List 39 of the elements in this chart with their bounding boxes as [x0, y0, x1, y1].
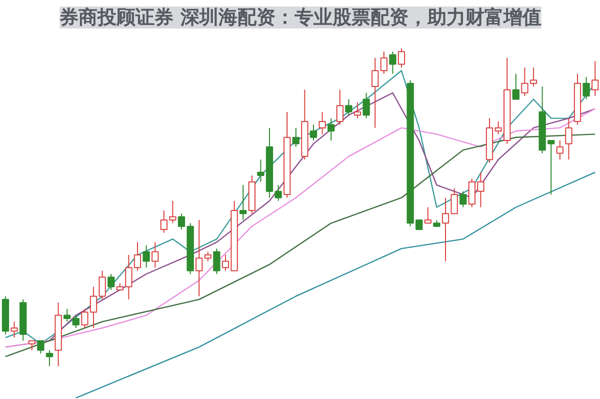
candlestick — [46, 350, 54, 367]
candlestick — [28, 340, 36, 351]
candlestick — [460, 190, 467, 208]
candlestick — [152, 242, 159, 268]
candlestick — [37, 340, 44, 354]
candlestick — [310, 124, 318, 142]
candlestick — [354, 102, 362, 119]
candlestick — [142, 244, 150, 268]
candlestick — [240, 184, 247, 220]
candlestick — [10, 321, 18, 338]
candlestick — [530, 66, 538, 88]
candlestick — [424, 206, 432, 224]
candlestick — [512, 73, 520, 100]
candlestick — [362, 92, 370, 119]
candlestick — [196, 219, 203, 297]
candlestick — [292, 127, 300, 148]
candlestick — [592, 60, 599, 97]
candlestick — [108, 273, 115, 290]
candlestick — [450, 188, 458, 214]
candlestick — [398, 48, 406, 68]
candlestick — [178, 213, 186, 230]
candlestick — [336, 89, 344, 126]
candlestick — [389, 51, 396, 74]
candlestick — [556, 140, 564, 160]
candlestick — [318, 111, 326, 135]
chart-title: 券商投顾证券 深圳海配资：专业股票配资，助力财富增值 — [58, 6, 542, 28]
candlestick — [328, 118, 335, 142]
candlestick — [345, 98, 352, 116]
candlestick — [72, 314, 80, 329]
candlestick — [274, 184, 282, 202]
candlestick — [64, 308, 71, 322]
candlestick — [521, 66, 528, 97]
candlestick — [582, 76, 590, 100]
candlestick — [204, 251, 212, 262]
candlestick — [442, 197, 450, 262]
candlestick — [372, 57, 379, 128]
candlestick — [213, 248, 220, 274]
candlestick — [565, 118, 572, 160]
candlestick — [380, 51, 388, 74]
